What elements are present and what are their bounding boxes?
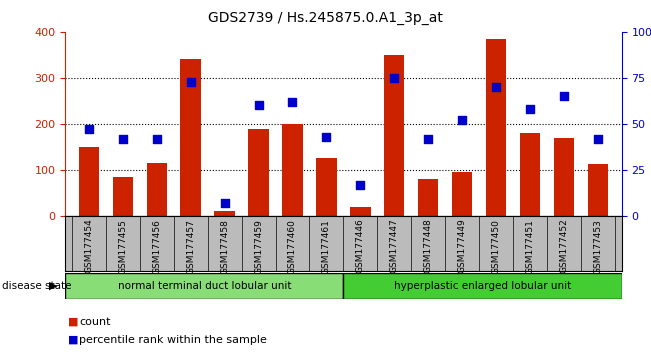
Text: GSM177456: GSM177456	[152, 219, 161, 274]
Text: GSM177461: GSM177461	[322, 219, 331, 274]
Bar	[283, 124, 303, 216]
Bar	[79, 147, 99, 216]
Bar	[214, 211, 235, 216]
Point	[525, 106, 535, 112]
Bar	[486, 39, 506, 216]
Text: GSM177448: GSM177448	[424, 219, 433, 273]
Bar	[146, 163, 167, 216]
Text: normal terminal duct lobular unit: normal terminal duct lobular unit	[117, 281, 291, 291]
Text: ■: ■	[68, 335, 79, 345]
Point	[491, 84, 501, 90]
Bar	[316, 159, 337, 216]
Text: GSM177459: GSM177459	[254, 219, 263, 274]
Point	[457, 118, 467, 123]
Text: disease state: disease state	[2, 281, 72, 291]
Text: GSM177454: GSM177454	[85, 219, 93, 273]
Text: percentile rank within the sample: percentile rank within the sample	[79, 335, 268, 345]
Point	[593, 136, 603, 142]
Point	[287, 99, 298, 105]
Point	[118, 136, 128, 142]
Text: GSM177457: GSM177457	[186, 219, 195, 274]
Bar	[520, 133, 540, 216]
Text: GSM177458: GSM177458	[220, 219, 229, 274]
Text: GSM177452: GSM177452	[559, 219, 568, 273]
Text: GSM177447: GSM177447	[390, 219, 399, 273]
Bar	[384, 55, 404, 216]
Text: GSM177449: GSM177449	[458, 219, 467, 273]
Bar	[350, 207, 370, 216]
Point	[186, 79, 196, 84]
Text: GSM177460: GSM177460	[288, 219, 297, 274]
Text: GSM177451: GSM177451	[525, 219, 534, 274]
Bar	[588, 164, 608, 216]
Text: GSM177446: GSM177446	[356, 219, 365, 273]
Text: ▶: ▶	[49, 281, 57, 291]
Text: hyperplastic enlarged lobular unit: hyperplastic enlarged lobular unit	[394, 281, 571, 291]
Bar	[452, 172, 473, 216]
Bar	[180, 59, 201, 216]
Bar	[344, 273, 622, 299]
Bar	[249, 129, 269, 216]
Text: GSM177453: GSM177453	[594, 219, 602, 274]
Text: GSM177455: GSM177455	[118, 219, 128, 274]
Bar	[554, 138, 574, 216]
Point	[355, 182, 366, 188]
Bar	[65, 273, 344, 299]
Point	[83, 127, 94, 132]
Text: ■: ■	[68, 317, 79, 327]
Text: count: count	[79, 317, 111, 327]
Point	[253, 103, 264, 108]
Bar	[113, 177, 133, 216]
Point	[423, 136, 434, 142]
Point	[389, 75, 400, 81]
Text: GDS2739 / Hs.245875.0.A1_3p_at: GDS2739 / Hs.245875.0.A1_3p_at	[208, 11, 443, 25]
Point	[152, 136, 162, 142]
Text: GSM177450: GSM177450	[492, 219, 501, 274]
Point	[559, 93, 569, 99]
Point	[321, 134, 331, 139]
Bar	[418, 179, 438, 216]
Point	[219, 200, 230, 206]
